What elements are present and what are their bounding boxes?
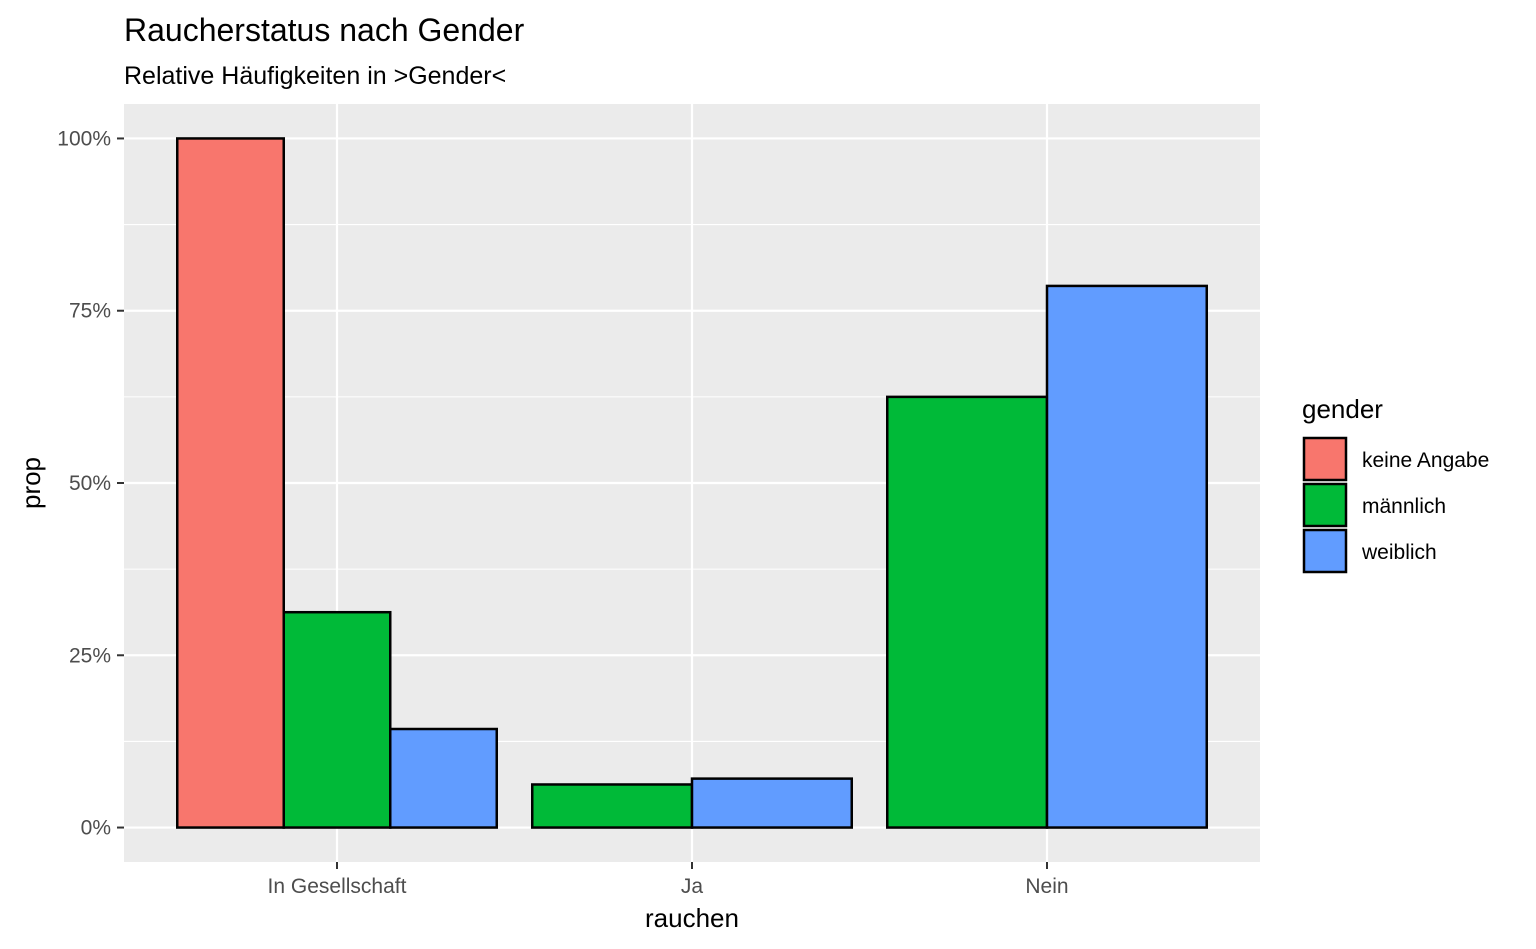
legend-key: [1302, 436, 1348, 482]
bars: [176, 137, 1208, 829]
bar: [176, 137, 285, 829]
legend-key: [1302, 528, 1348, 574]
bar: [282, 610, 392, 829]
y-tick-label: 25%: [69, 644, 111, 667]
legend-label: weiblich: [1361, 541, 1437, 564]
legend-label: keine Angabe: [1362, 449, 1489, 472]
bar: [1045, 284, 1208, 829]
legend: gender keine Angabe männlich weiblich: [1302, 394, 1489, 574]
y-axis-title: prop: [16, 457, 46, 509]
bar: [531, 783, 694, 829]
x-tick-label: Ja: [681, 875, 704, 898]
y-tick-label: 75%: [69, 300, 111, 323]
chart-subtitle: Relative Häufigkeiten in >Gender<: [124, 62, 506, 90]
bar: [389, 727, 498, 829]
x-tick-label: Nein: [1025, 875, 1068, 898]
y-tick-label: 0%: [81, 817, 111, 840]
x-tick-label: In Gesellschaft: [268, 875, 407, 898]
legend-key: [1302, 482, 1348, 528]
bar: [690, 777, 853, 829]
legend-label: männlich: [1362, 495, 1446, 518]
axes: 0% 25% 50% 75% 100% In Gesellschaft Ja Nein: [57, 127, 1068, 898]
chart-title: Raucherstatus nach Gender: [124, 12, 525, 48]
y-tick-label: 50%: [69, 472, 111, 495]
y-tick-label: 100%: [57, 127, 111, 150]
legend-title: gender: [1302, 394, 1383, 424]
bar: [886, 395, 1049, 829]
x-axis-title: rauchen: [645, 903, 739, 933]
